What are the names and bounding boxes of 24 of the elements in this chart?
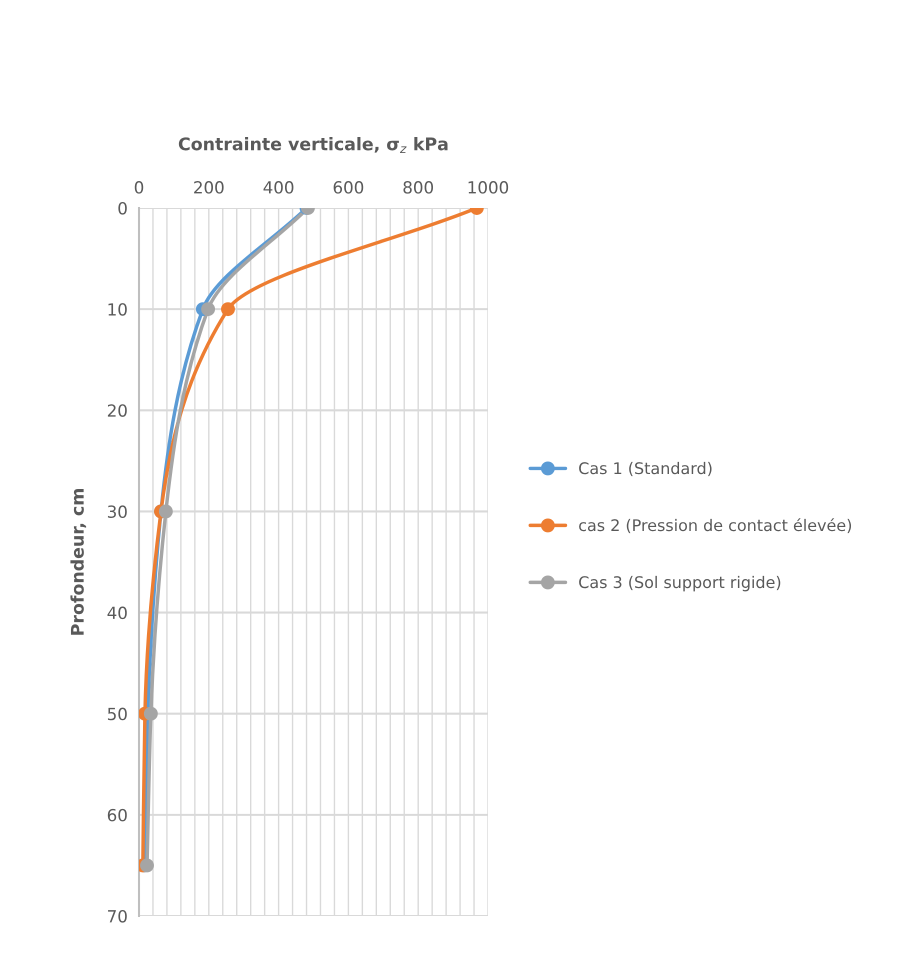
y-tick-label: 60	[108, 808, 127, 822]
legend-label: cas 2 (Pression de contact élevée)	[579, 518, 852, 534]
point	[221, 302, 235, 316]
x-tick-label: 600	[334, 181, 364, 194]
x-tick-label: 200	[194, 181, 224, 194]
y-axis-title: Profondeur, cm	[70, 489, 86, 635]
legend-label: Cas 3 (Sol support rigide)	[579, 576, 780, 592]
x-axis-title: Contrainte verticale, σ$_{z}$ kPa	[178, 137, 448, 154]
y-tick-label: 70	[108, 910, 127, 923]
y-tick-label: 20	[108, 404, 127, 417]
x-tick-label: 1000	[468, 181, 508, 194]
point	[144, 706, 158, 721]
x-tick-label: 400	[264, 181, 294, 194]
x-tick-label: 0	[134, 181, 144, 194]
y-tick-label: 10	[108, 303, 127, 316]
y-tick-label: 40	[107, 606, 127, 620]
x-tick-label: 800	[403, 181, 433, 194]
point	[201, 302, 216, 316]
y-tick-label: 50	[108, 708, 127, 720]
legend-label: Cas 1 (Standard)	[579, 462, 712, 476]
y-tick-label: 0	[118, 202, 127, 215]
y-tick-label: 30	[108, 505, 127, 518]
point	[140, 858, 154, 872]
point	[158, 504, 173, 518]
